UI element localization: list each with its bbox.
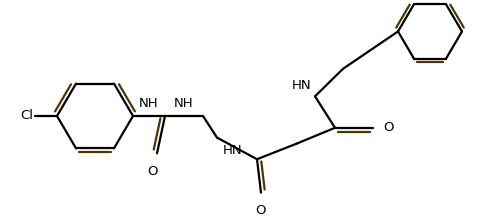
Text: NH: NH: [139, 97, 159, 110]
Text: O: O: [148, 165, 158, 178]
Text: NH: NH: [174, 97, 194, 110]
Text: HN: HN: [291, 79, 311, 92]
Text: O: O: [383, 121, 393, 134]
Text: HN: HN: [223, 143, 243, 156]
Text: Cl: Cl: [20, 110, 33, 123]
Text: O: O: [256, 204, 266, 217]
